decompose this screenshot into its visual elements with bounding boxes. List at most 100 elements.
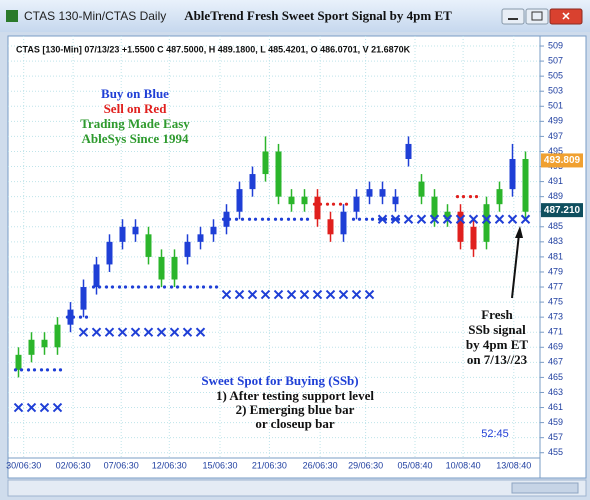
candle-body (93, 264, 100, 288)
candle-body (405, 143, 412, 159)
sweet-spot-marker (429, 214, 440, 224)
sweet-spot-marker (377, 214, 388, 224)
stop-dot (214, 285, 219, 289)
stop-dot (110, 285, 115, 289)
sweet-spot-marker (182, 327, 193, 337)
annotation: 2) Emerging blue bar (236, 402, 355, 417)
close-button[interactable] (549, 8, 583, 25)
candle-body (366, 189, 373, 197)
price-tag (541, 203, 583, 218)
scroll-bar[interactable] (7, 479, 587, 497)
sweet-spot-marker (507, 214, 518, 224)
stop-dot (188, 285, 193, 289)
candle-body (275, 151, 282, 197)
candle-body (509, 158, 516, 190)
annotation: or closeup bar (255, 416, 334, 431)
y-tick-label: 485 (548, 221, 563, 231)
y-tick-label: 465 (548, 372, 563, 382)
y-tick-label: 495 (548, 146, 563, 156)
stop-dot (175, 285, 180, 289)
sweet-spot-marker (468, 214, 479, 224)
stop-dot (286, 217, 291, 221)
sweet-spot-marker (26, 402, 37, 413)
candle-body (145, 234, 152, 257)
stop-dot (91, 285, 96, 289)
candle-body (197, 234, 204, 242)
candle-body (236, 189, 243, 212)
y-tick-label: 497 (548, 131, 563, 141)
candle-body (288, 196, 295, 205)
x-tick-label: 26/06:30 (303, 460, 338, 470)
y-tick-label: 491 (548, 176, 563, 186)
x-tick-label: 05/08:40 (397, 460, 432, 470)
x-tick-label: 30/06:30 (6, 460, 41, 470)
stop-dot (19, 368, 24, 372)
window-title: CTAS 130-Min/CTAS Daily (24, 9, 166, 23)
stop-dot (364, 217, 369, 221)
stop-dot (123, 285, 128, 289)
candle-body (353, 196, 360, 212)
title-bar (0, 0, 590, 32)
sweet-spot-marker (247, 289, 258, 300)
x-tick-label: 02/06:30 (56, 460, 91, 470)
candle-body (431, 196, 438, 220)
sweet-spot-marker (481, 214, 492, 224)
candle-body (67, 309, 74, 325)
y-tick-label: 459 (548, 417, 563, 427)
stop-dot (247, 217, 252, 221)
stop-dot (156, 285, 161, 289)
maximize-button[interactable] (525, 8, 549, 25)
price-tag (541, 153, 583, 168)
stop-dot (26, 368, 31, 372)
annotation: Sell on Red (104, 101, 168, 116)
stop-dot (273, 217, 278, 221)
stop-dot (370, 217, 375, 221)
stop-dot (318, 202, 323, 206)
info-line: CTAS [130-Min] 07/13/23 +1.5500 C 487.50… (16, 44, 411, 54)
y-tick-label: 463 (548, 387, 563, 397)
y-tick-label: 471 (548, 327, 563, 337)
candle-body (301, 196, 308, 205)
stop-dot (279, 217, 284, 221)
stop-dot (227, 217, 232, 221)
candle-body (522, 158, 529, 212)
y-tick-label: 509 (548, 40, 563, 50)
y-tick-label: 473 (548, 312, 563, 322)
stop-dot (344, 202, 349, 206)
stop-dot (65, 315, 70, 319)
stop-dot (468, 195, 473, 199)
stop-dot (136, 285, 141, 289)
sweet-spot-marker (299, 289, 310, 300)
x-tick-label: 15/06:30 (202, 460, 237, 470)
candle-body (80, 287, 87, 310)
sweet-spot-marker (455, 214, 466, 224)
close-icon: ✕ (561, 11, 570, 23)
candle-body (132, 226, 139, 235)
sweet-spot-marker (117, 327, 128, 337)
y-tick-label: 505 (548, 71, 563, 81)
sweet-spot-marker (169, 327, 180, 337)
stop-dot (104, 285, 109, 289)
stop-dot (292, 217, 297, 221)
x-tick-label: 13/08:40 (496, 460, 531, 470)
annotation: Buy on Blue (101, 86, 169, 101)
price-tag-label: 493.809 (544, 155, 581, 166)
stop-dot (84, 315, 89, 319)
x-tick-label: 12/06:30 (152, 460, 187, 470)
candle-body (314, 196, 321, 220)
annotation: SSb signal (468, 322, 526, 337)
y-tick-label: 489 (548, 191, 563, 201)
annotation: 1) After testing support level (216, 388, 374, 403)
x-tick-label: 07/06:30 (104, 460, 139, 470)
stop-dot (325, 202, 330, 206)
candle-body (249, 174, 256, 190)
sweet-spot-marker (221, 289, 232, 300)
minimize-button[interactable] (501, 8, 525, 25)
scroll-thumb[interactable] (511, 482, 579, 494)
candle-body (184, 241, 191, 257)
stop-dot (351, 217, 356, 221)
sweet-spot-marker (364, 289, 375, 300)
stop-dot (474, 195, 479, 199)
x-tick-label: 10/08:40 (446, 460, 481, 470)
